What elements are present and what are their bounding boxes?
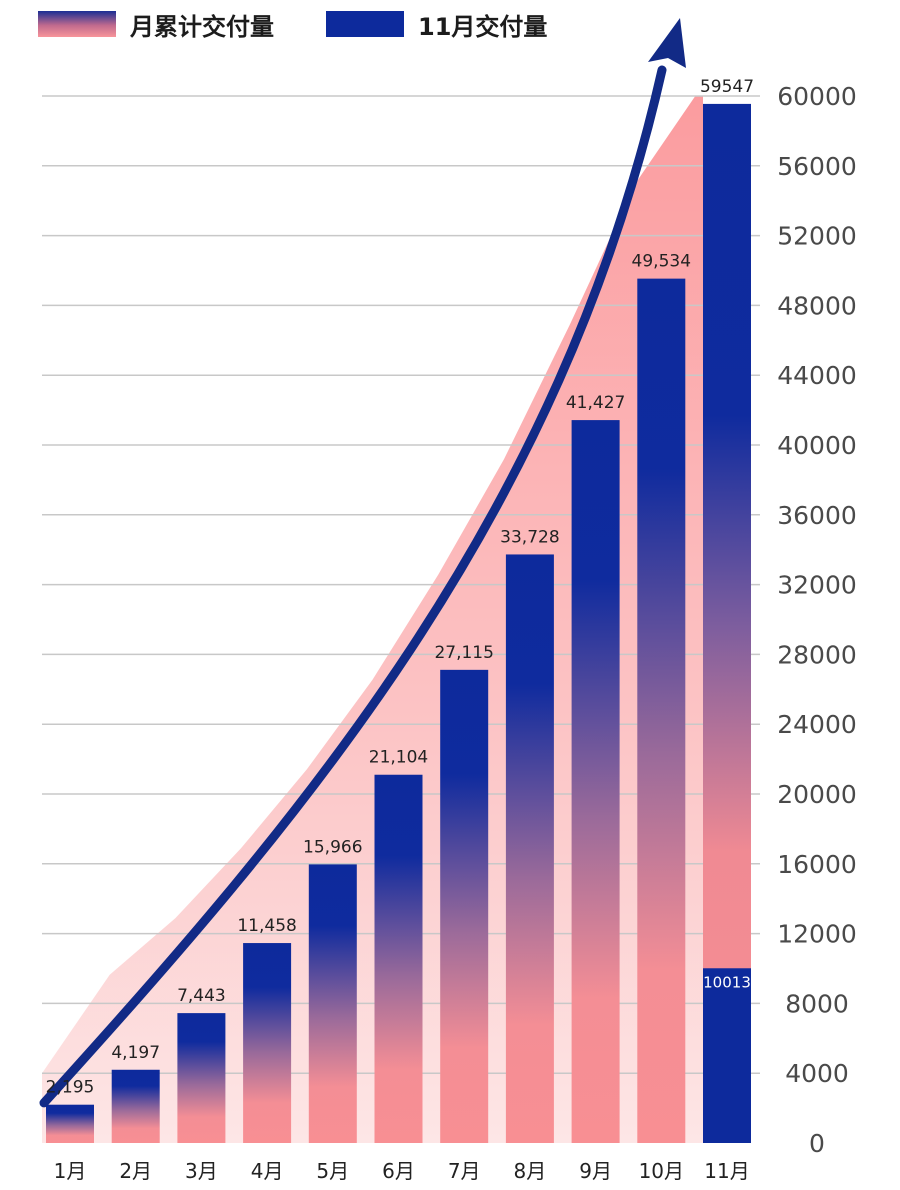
y-tick-label: 56000: [777, 152, 857, 181]
bar-cumulative: [571, 420, 620, 1143]
x-tick-label: 8月: [514, 1159, 547, 1183]
x-axis-ticks: 1月 2月 3月 4月 5月 6月 7月 8月 9月 10月 11月: [54, 1159, 750, 1183]
y-axis-ticks: 0 4000 8000 12000 16000 20000 24000 28000 32000 3…: [777, 82, 857, 1158]
y-tick-label: 28000: [777, 640, 857, 669]
data-label: 21,104: [369, 748, 428, 768]
x-tick-label: 1月: [54, 1159, 87, 1183]
y-tick-label: 60000: [777, 82, 857, 111]
y-tick-label: 32000: [777, 571, 857, 600]
data-label: 4,197: [111, 1043, 160, 1063]
data-label: 15,966: [303, 837, 362, 857]
legend-item-cumulative: 月累计交付量: [38, 6, 274, 42]
data-label: 49,534: [632, 252, 691, 272]
bars: [46, 103, 751, 1144]
legend-label-monthly: 11月交付量: [418, 12, 548, 41]
bar-cumulative: [46, 1104, 94, 1143]
y-tick-label: 12000: [777, 920, 857, 949]
bar-cumulative: [374, 774, 423, 1143]
bar-cumulative: [243, 943, 292, 1143]
y-tick-label: 16000: [777, 850, 857, 879]
bar-cumulative: [505, 554, 554, 1143]
data-label: 33,728: [500, 527, 559, 547]
growth-arrow-head: [648, 18, 686, 68]
y-tick-label: 48000: [777, 291, 857, 320]
y-tick-label: 8000: [785, 989, 849, 1018]
data-label: 41,427: [566, 393, 625, 413]
x-tick-label: 3月: [185, 1159, 218, 1183]
x-tick-label: 11月: [704, 1159, 749, 1183]
bar-cumulative: [637, 278, 686, 1143]
y-tick-label: 24000: [777, 710, 857, 739]
growth-arrow-shaft: [39, 65, 667, 1108]
data-label-monthly: 10013: [703, 973, 751, 991]
y-tick-label: 44000: [777, 361, 857, 390]
data-label: 11,458: [237, 916, 296, 936]
x-tick-label: 6月: [382, 1159, 415, 1183]
y-tick-label: 0: [809, 1129, 825, 1158]
y-tick-label: 40000: [777, 431, 857, 460]
x-tick-label: 5月: [316, 1159, 349, 1183]
bar-cumulative: [177, 1013, 226, 1143]
data-label: 27,115: [434, 643, 493, 663]
y-tick-label: 20000: [777, 780, 857, 809]
x-tick-label: 9月: [579, 1159, 612, 1183]
bar-cumulative: [308, 864, 357, 1143]
data-labels: 2,195 4,197 7,443 11,458 15,966 21,104 27,115 3…: [46, 77, 754, 1098]
bar-monthly-november: [703, 968, 751, 1143]
data-label: 7,443: [177, 986, 226, 1006]
y-tick-label: 52000: [777, 222, 857, 251]
legend: 月累计交付量 11月交付量: [0, 6, 900, 46]
legend-swatch-cumulative: [38, 11, 116, 37]
x-tick-label: 10月: [639, 1159, 684, 1183]
x-tick-label: 2月: [119, 1159, 152, 1183]
growth-arrow: [39, 18, 686, 1108]
x-tick-label: 7月: [448, 1159, 481, 1183]
data-label: 2,195: [46, 1078, 95, 1098]
x-tick-label: 4月: [251, 1159, 284, 1183]
y-tick-label: 36000: [777, 501, 857, 530]
data-label: 59547: [700, 77, 754, 97]
y-tick-label: 4000: [785, 1059, 849, 1088]
bar-cumulative: [440, 669, 489, 1143]
legend-swatch-monthly: [326, 11, 404, 37]
legend-label-cumulative: 月累计交付量: [130, 12, 274, 41]
legend-item-monthly: 11月交付量: [326, 6, 547, 42]
bar-cumulative: [111, 1069, 160, 1143]
